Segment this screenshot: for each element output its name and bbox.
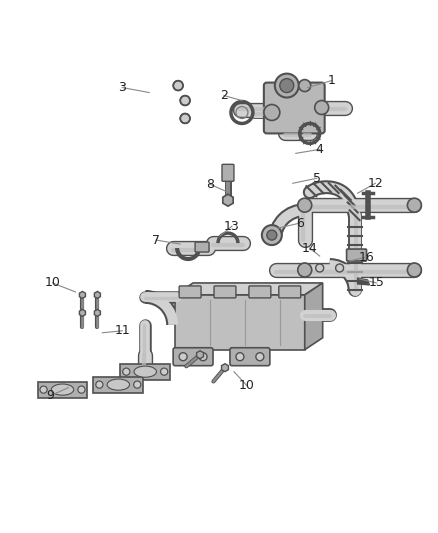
Ellipse shape — [51, 384, 74, 395]
Polygon shape — [305, 283, 323, 350]
Polygon shape — [93, 377, 143, 393]
Text: 10: 10 — [239, 379, 255, 392]
FancyBboxPatch shape — [222, 164, 234, 181]
Circle shape — [162, 369, 166, 374]
Circle shape — [275, 74, 299, 98]
Circle shape — [257, 354, 262, 359]
Circle shape — [336, 264, 343, 272]
Circle shape — [298, 198, 312, 212]
Text: 2: 2 — [220, 89, 228, 102]
Text: 1: 1 — [328, 74, 336, 87]
Polygon shape — [79, 309, 85, 317]
Circle shape — [134, 381, 141, 388]
Circle shape — [40, 386, 47, 393]
Polygon shape — [357, 278, 370, 285]
Circle shape — [180, 114, 190, 124]
Text: 11: 11 — [114, 324, 130, 337]
Circle shape — [280, 78, 294, 93]
Text: 5: 5 — [313, 172, 321, 185]
FancyBboxPatch shape — [173, 348, 213, 366]
Circle shape — [201, 354, 206, 359]
Text: 7: 7 — [152, 233, 160, 247]
FancyBboxPatch shape — [249, 286, 271, 298]
Circle shape — [299, 79, 311, 92]
Text: 8: 8 — [206, 178, 214, 191]
FancyBboxPatch shape — [179, 286, 201, 298]
Circle shape — [267, 230, 277, 240]
FancyBboxPatch shape — [230, 348, 270, 366]
Polygon shape — [120, 364, 170, 379]
Circle shape — [337, 265, 342, 271]
Polygon shape — [222, 364, 229, 372]
Circle shape — [135, 382, 140, 387]
Circle shape — [78, 386, 85, 393]
Circle shape — [407, 263, 421, 277]
Circle shape — [236, 353, 244, 361]
Circle shape — [180, 354, 186, 359]
Circle shape — [262, 225, 282, 245]
Circle shape — [317, 265, 322, 271]
Circle shape — [298, 263, 312, 277]
Text: 4: 4 — [316, 143, 324, 156]
Text: 12: 12 — [367, 177, 383, 190]
Text: 15: 15 — [368, 277, 385, 289]
Polygon shape — [79, 292, 85, 298]
Circle shape — [314, 101, 328, 115]
Polygon shape — [94, 309, 100, 317]
Text: 16: 16 — [359, 251, 374, 263]
Polygon shape — [94, 292, 100, 298]
Text: 10: 10 — [45, 277, 60, 289]
Text: 14: 14 — [302, 241, 318, 255]
Circle shape — [123, 368, 130, 375]
Circle shape — [179, 353, 187, 361]
Circle shape — [96, 381, 103, 388]
Polygon shape — [197, 351, 204, 359]
FancyBboxPatch shape — [346, 249, 367, 261]
Ellipse shape — [107, 379, 130, 390]
Circle shape — [264, 104, 280, 120]
Circle shape — [79, 387, 84, 392]
Polygon shape — [38, 382, 88, 398]
Circle shape — [199, 353, 207, 361]
Circle shape — [173, 80, 183, 91]
Circle shape — [97, 382, 102, 387]
Circle shape — [124, 369, 129, 374]
FancyBboxPatch shape — [214, 286, 236, 298]
Circle shape — [175, 82, 181, 89]
Text: 3: 3 — [118, 81, 126, 94]
Ellipse shape — [134, 366, 156, 377]
FancyBboxPatch shape — [264, 83, 325, 133]
Circle shape — [407, 198, 421, 212]
Circle shape — [237, 354, 243, 359]
Text: 6: 6 — [296, 216, 304, 230]
Circle shape — [316, 264, 324, 272]
Text: 13: 13 — [224, 220, 240, 232]
Polygon shape — [223, 194, 233, 206]
Circle shape — [41, 387, 46, 392]
FancyBboxPatch shape — [279, 286, 301, 298]
Circle shape — [182, 98, 188, 104]
Polygon shape — [175, 283, 323, 295]
Circle shape — [256, 353, 264, 361]
Circle shape — [180, 95, 190, 106]
Circle shape — [182, 115, 188, 122]
Circle shape — [161, 368, 168, 375]
FancyBboxPatch shape — [195, 242, 209, 252]
Polygon shape — [175, 295, 305, 350]
Text: 9: 9 — [46, 389, 54, 402]
